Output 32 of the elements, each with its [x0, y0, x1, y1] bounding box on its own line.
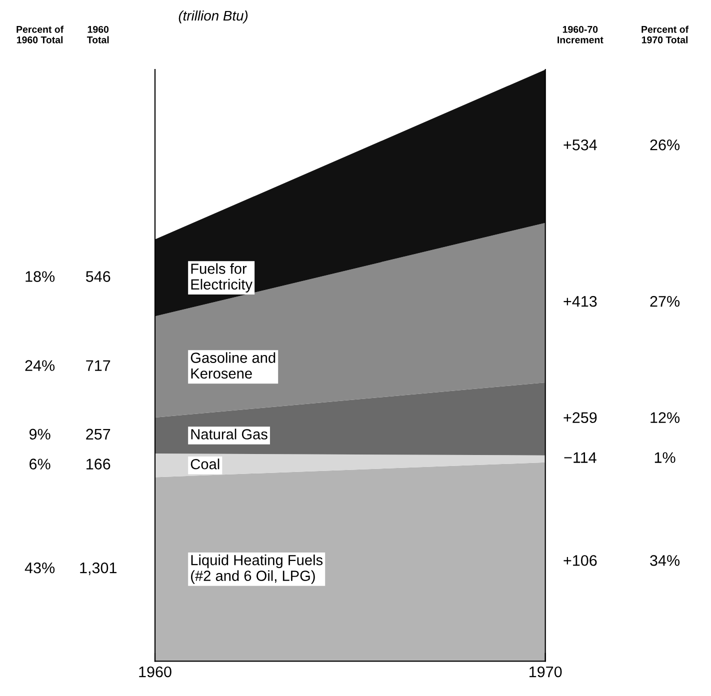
text: 546	[86, 271, 110, 282]
text: 26%	[650, 139, 680, 150]
text: +534	[564, 139, 597, 150]
text: 27%	[650, 296, 680, 307]
series-label: Coal	[190, 458, 220, 470]
text: 1%	[654, 452, 676, 463]
text: 1960 Total	[86, 26, 109, 44]
text: Percent of 1960 Total	[16, 26, 64, 44]
text: 12%	[650, 412, 680, 423]
text: +413	[564, 296, 597, 307]
text: 43%	[24, 562, 55, 574]
text: Percent of 1970 Total	[642, 26, 689, 44]
x-tick-label: 1970	[530, 666, 562, 678]
text: 1,301	[80, 562, 116, 576]
text: 18%	[26, 271, 55, 282]
text: 1960-70 Increment	[558, 26, 604, 44]
text: +106	[564, 555, 597, 566]
text: 166	[86, 458, 110, 470]
text: −114	[564, 452, 596, 463]
text: +259	[564, 412, 597, 424]
text: 257	[86, 428, 110, 440]
series-label: Liquid Heating Fuels (#2 and 6 Oil, LPG)	[191, 554, 323, 584]
text: 9%	[29, 428, 50, 440]
text: 6%	[30, 458, 50, 470]
series-label: Gasoline and Kerosene	[190, 352, 276, 379]
series-label: Natural Gas	[191, 428, 268, 440]
series-label: Fuels for Electricity	[191, 263, 252, 292]
text: 24%	[25, 360, 55, 371]
chart-subtitle: (trillion Btu)	[178, 10, 248, 24]
x-tick-label: 1960	[139, 666, 172, 678]
text: 717	[86, 360, 110, 371]
text: 34%	[650, 555, 680, 566]
